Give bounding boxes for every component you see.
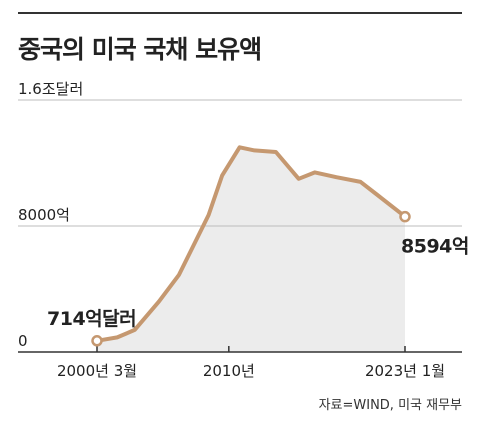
end-annotation: 8594억: [401, 236, 469, 258]
area-fill: [97, 147, 405, 352]
x-tick-label: 2000년 3월: [57, 362, 137, 380]
source-note: 자료=WIND, 미국 재무부: [318, 398, 462, 413]
y-tick-label: 0: [18, 332, 28, 350]
x-tick-label: 2023년 1월: [365, 362, 445, 380]
start-annotation: 714억달러: [47, 308, 136, 330]
point-marker: [91, 335, 103, 347]
series-line: [95, 145, 407, 343]
chart-title: 중국의 미국 국채 보유액: [18, 35, 262, 64]
y-tick-label: 1.6조달러: [18, 80, 83, 98]
point-marker: [399, 210, 411, 223]
x-tick-label: 2010년: [203, 362, 255, 380]
y-tick-label: 8000억: [18, 206, 70, 224]
top-rule: [18, 12, 462, 14]
